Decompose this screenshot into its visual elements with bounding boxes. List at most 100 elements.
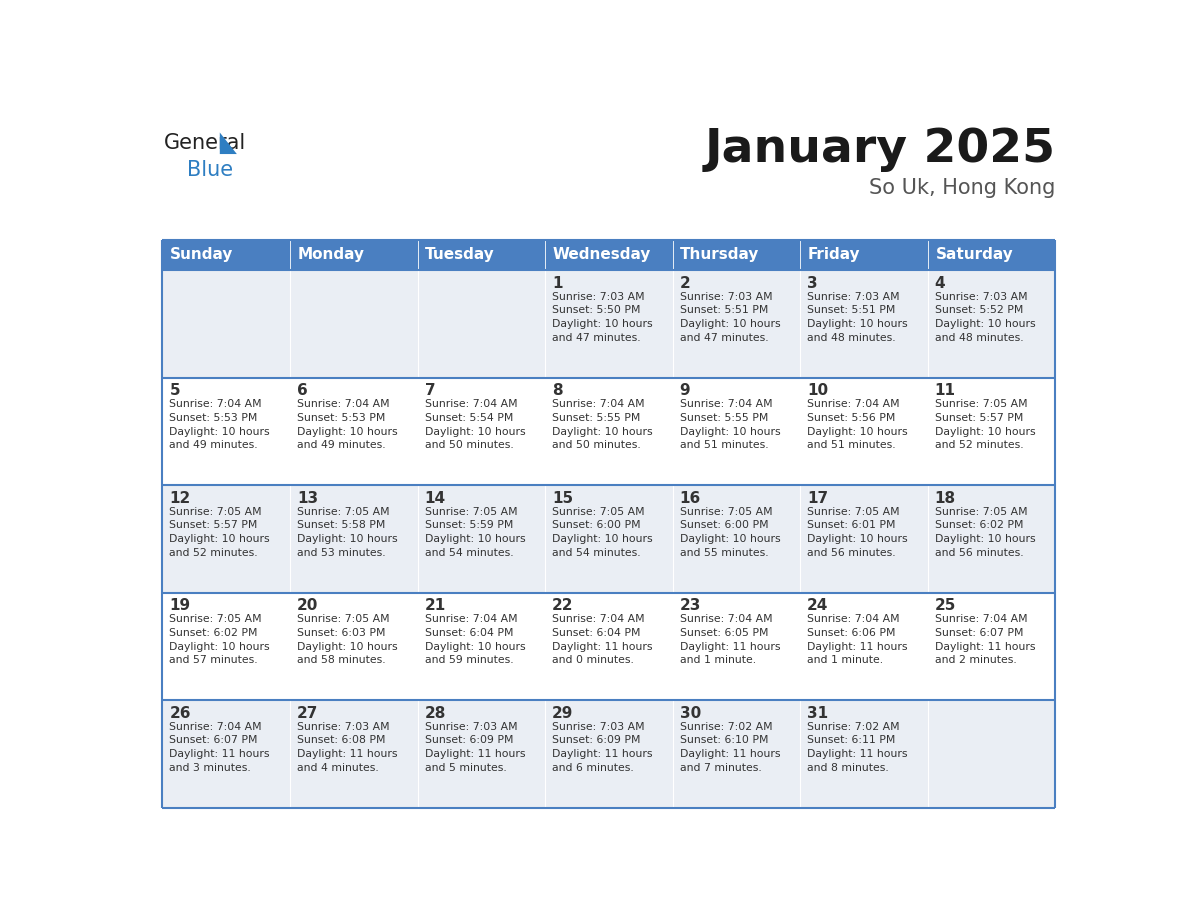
Text: 4: 4 — [935, 275, 946, 291]
Bar — [545, 378, 672, 486]
Bar — [163, 240, 290, 270]
Bar — [672, 700, 801, 808]
Bar — [163, 270, 290, 378]
Bar — [801, 700, 928, 808]
Bar — [801, 240, 928, 270]
Bar — [417, 378, 545, 486]
Text: 15: 15 — [552, 491, 573, 506]
Text: Sunrise: 7:05 AM
Sunset: 6:03 PM
Daylight: 10 hours
and 58 minutes.: Sunrise: 7:05 AM Sunset: 6:03 PM Dayligh… — [297, 614, 398, 666]
Bar — [672, 240, 801, 270]
Text: 6: 6 — [297, 383, 308, 398]
Text: 14: 14 — [424, 491, 446, 506]
Text: Sunrise: 7:05 AM
Sunset: 5:59 PM
Daylight: 10 hours
and 54 minutes.: Sunrise: 7:05 AM Sunset: 5:59 PM Dayligh… — [424, 507, 525, 557]
Bar — [672, 593, 801, 700]
Text: 17: 17 — [807, 491, 828, 506]
Bar — [163, 486, 290, 593]
Text: Sunrise: 7:03 AM
Sunset: 5:51 PM
Daylight: 10 hours
and 48 minutes.: Sunrise: 7:03 AM Sunset: 5:51 PM Dayligh… — [807, 292, 908, 342]
Text: 30: 30 — [680, 706, 701, 721]
Text: Sunrise: 7:05 AM
Sunset: 6:00 PM
Daylight: 10 hours
and 55 minutes.: Sunrise: 7:05 AM Sunset: 6:00 PM Dayligh… — [680, 507, 781, 557]
Bar — [163, 378, 290, 486]
Text: 21: 21 — [424, 599, 446, 613]
Text: Sunrise: 7:04 AM
Sunset: 6:05 PM
Daylight: 11 hours
and 1 minute.: Sunrise: 7:04 AM Sunset: 6:05 PM Dayligh… — [680, 614, 781, 666]
Text: Sunrise: 7:02 AM
Sunset: 6:11 PM
Daylight: 11 hours
and 8 minutes.: Sunrise: 7:02 AM Sunset: 6:11 PM Dayligh… — [807, 722, 908, 773]
Text: Thursday: Thursday — [681, 248, 760, 263]
Text: Sunrise: 7:02 AM
Sunset: 6:10 PM
Daylight: 11 hours
and 7 minutes.: Sunrise: 7:02 AM Sunset: 6:10 PM Dayligh… — [680, 722, 781, 773]
Text: Sunrise: 7:03 AM
Sunset: 6:08 PM
Daylight: 11 hours
and 4 minutes.: Sunrise: 7:03 AM Sunset: 6:08 PM Dayligh… — [297, 722, 398, 773]
Text: Sunrise: 7:04 AM
Sunset: 5:53 PM
Daylight: 10 hours
and 49 minutes.: Sunrise: 7:04 AM Sunset: 5:53 PM Dayligh… — [170, 399, 270, 450]
Bar — [290, 270, 417, 378]
Text: Sunrise: 7:04 AM
Sunset: 5:55 PM
Daylight: 10 hours
and 51 minutes.: Sunrise: 7:04 AM Sunset: 5:55 PM Dayligh… — [680, 399, 781, 450]
Text: 24: 24 — [807, 599, 828, 613]
Text: Sunrise: 7:04 AM
Sunset: 5:54 PM
Daylight: 10 hours
and 50 minutes.: Sunrise: 7:04 AM Sunset: 5:54 PM Dayligh… — [424, 399, 525, 450]
Text: 10: 10 — [807, 383, 828, 398]
Bar — [290, 378, 417, 486]
Text: Sunrise: 7:04 AM
Sunset: 6:04 PM
Daylight: 11 hours
and 0 minutes.: Sunrise: 7:04 AM Sunset: 6:04 PM Dayligh… — [552, 614, 652, 666]
Text: 18: 18 — [935, 491, 956, 506]
Text: Sunrise: 7:03 AM
Sunset: 6:09 PM
Daylight: 11 hours
and 5 minutes.: Sunrise: 7:03 AM Sunset: 6:09 PM Dayligh… — [424, 722, 525, 773]
Text: 27: 27 — [297, 706, 318, 721]
Bar — [545, 700, 672, 808]
Bar — [672, 378, 801, 486]
Text: Sunrise: 7:04 AM
Sunset: 5:55 PM
Daylight: 10 hours
and 50 minutes.: Sunrise: 7:04 AM Sunset: 5:55 PM Dayligh… — [552, 399, 652, 450]
Text: Sunrise: 7:04 AM
Sunset: 5:56 PM
Daylight: 10 hours
and 51 minutes.: Sunrise: 7:04 AM Sunset: 5:56 PM Dayligh… — [807, 399, 908, 450]
Text: Sunrise: 7:05 AM
Sunset: 5:57 PM
Daylight: 10 hours
and 52 minutes.: Sunrise: 7:05 AM Sunset: 5:57 PM Dayligh… — [935, 399, 1035, 450]
Text: Tuesday: Tuesday — [425, 248, 495, 263]
Text: Sunrise: 7:05 AM
Sunset: 6:02 PM
Daylight: 10 hours
and 56 minutes.: Sunrise: 7:05 AM Sunset: 6:02 PM Dayligh… — [935, 507, 1035, 557]
Bar — [417, 486, 545, 593]
Bar — [545, 240, 672, 270]
Bar — [290, 593, 417, 700]
Text: 25: 25 — [935, 599, 956, 613]
Text: 20: 20 — [297, 599, 318, 613]
Bar — [672, 270, 801, 378]
Text: 28: 28 — [424, 706, 446, 721]
Text: Sunrise: 7:04 AM
Sunset: 5:53 PM
Daylight: 10 hours
and 49 minutes.: Sunrise: 7:04 AM Sunset: 5:53 PM Dayligh… — [297, 399, 398, 450]
Text: 22: 22 — [552, 599, 574, 613]
Text: Friday: Friday — [808, 248, 860, 263]
Text: 2: 2 — [680, 275, 690, 291]
Text: Sunrise: 7:04 AM
Sunset: 6:06 PM
Daylight: 11 hours
and 1 minute.: Sunrise: 7:04 AM Sunset: 6:06 PM Dayligh… — [807, 614, 908, 666]
Text: 16: 16 — [680, 491, 701, 506]
Text: 26: 26 — [170, 706, 191, 721]
Text: Sunrise: 7:03 AM
Sunset: 5:50 PM
Daylight: 10 hours
and 47 minutes.: Sunrise: 7:03 AM Sunset: 5:50 PM Dayligh… — [552, 292, 652, 342]
Bar — [928, 593, 1055, 700]
Text: Sunday: Sunday — [170, 248, 234, 263]
Text: Sunrise: 7:04 AM
Sunset: 6:07 PM
Daylight: 11 hours
and 3 minutes.: Sunrise: 7:04 AM Sunset: 6:07 PM Dayligh… — [170, 722, 270, 773]
Text: Sunrise: 7:03 AM
Sunset: 5:51 PM
Daylight: 10 hours
and 47 minutes.: Sunrise: 7:03 AM Sunset: 5:51 PM Dayligh… — [680, 292, 781, 342]
Bar — [928, 240, 1055, 270]
Bar — [545, 486, 672, 593]
Text: 1: 1 — [552, 275, 563, 291]
Text: 12: 12 — [170, 491, 191, 506]
Bar — [163, 700, 290, 808]
Text: January 2025: January 2025 — [704, 127, 1055, 172]
Bar — [672, 486, 801, 593]
Text: 9: 9 — [680, 383, 690, 398]
Text: Sunrise: 7:03 AM
Sunset: 5:52 PM
Daylight: 10 hours
and 48 minutes.: Sunrise: 7:03 AM Sunset: 5:52 PM Dayligh… — [935, 292, 1035, 342]
Polygon shape — [220, 132, 236, 154]
Bar — [417, 700, 545, 808]
Bar — [801, 593, 928, 700]
Bar — [290, 240, 417, 270]
Bar — [545, 593, 672, 700]
Text: So Uk, Hong Kong: So Uk, Hong Kong — [868, 178, 1055, 198]
Text: General: General — [164, 132, 246, 152]
Bar — [163, 593, 290, 700]
Bar — [417, 270, 545, 378]
Text: Sunrise: 7:05 AM
Sunset: 6:02 PM
Daylight: 10 hours
and 57 minutes.: Sunrise: 7:05 AM Sunset: 6:02 PM Dayligh… — [170, 614, 270, 666]
Bar — [290, 700, 417, 808]
Text: Sunrise: 7:03 AM
Sunset: 6:09 PM
Daylight: 11 hours
and 6 minutes.: Sunrise: 7:03 AM Sunset: 6:09 PM Dayligh… — [552, 722, 652, 773]
Bar — [417, 593, 545, 700]
Bar — [928, 270, 1055, 378]
Bar — [801, 270, 928, 378]
Text: 3: 3 — [807, 275, 817, 291]
Bar — [290, 486, 417, 593]
Bar — [801, 378, 928, 486]
Text: 19: 19 — [170, 599, 190, 613]
Bar — [545, 270, 672, 378]
Bar — [417, 240, 545, 270]
Text: 7: 7 — [424, 383, 435, 398]
Text: Sunrise: 7:04 AM
Sunset: 6:07 PM
Daylight: 11 hours
and 2 minutes.: Sunrise: 7:04 AM Sunset: 6:07 PM Dayligh… — [935, 614, 1035, 666]
Text: 29: 29 — [552, 706, 574, 721]
Text: Saturday: Saturday — [935, 248, 1013, 263]
Text: 23: 23 — [680, 599, 701, 613]
Text: 11: 11 — [935, 383, 955, 398]
